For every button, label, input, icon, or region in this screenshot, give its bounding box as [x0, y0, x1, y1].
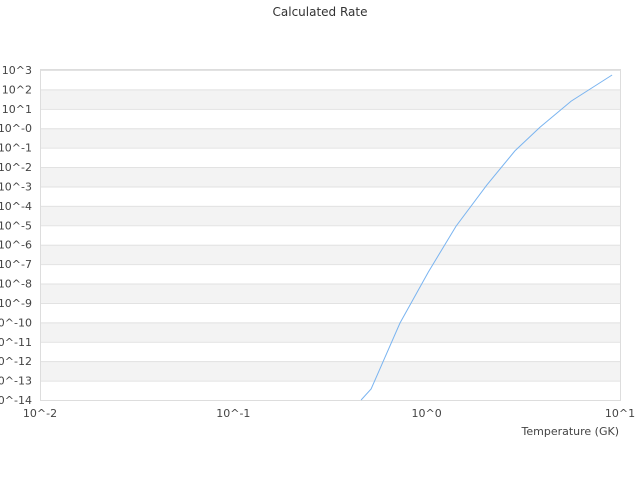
y-tick-label: 10^3: [2, 64, 32, 77]
chart-title: Calculated Rate: [273, 5, 368, 19]
y-tick-label: 10^-1: [0, 142, 32, 155]
x-tick-labels: 10^-2 10^-1 10^0 10^1: [23, 407, 635, 420]
y-tick-label: 10^-5: [0, 219, 32, 232]
grid-band: [40, 89, 620, 109]
y-tick-label: 10^-0: [0, 122, 32, 135]
y-tick-label: 10^-2: [0, 161, 32, 174]
x-tick-label: 10^-2: [23, 407, 57, 420]
y-tick-label: 10^2: [2, 83, 32, 96]
y-tick-label: 10^-11: [0, 336, 32, 349]
y-tick-labels: 10^3 10^2 10^1 10^-0 10^-1 10^-2 10^-3 10^-4 10^…: [0, 64, 32, 407]
grid-band: [40, 167, 620, 187]
x-tick-label: 10^0: [412, 407, 442, 420]
x-tick-label: 10^1: [605, 407, 635, 420]
grid-band: [40, 244, 620, 265]
y-tick-label: 10^-8: [0, 278, 32, 291]
grid-lines: [40, 70, 620, 401]
grid-band: [40, 283, 620, 303]
y-tick-label: 10^-10: [0, 316, 32, 329]
grid-band: [40, 205, 620, 226]
series-lines: [360, 74, 613, 401]
plot-frame: [40, 69, 621, 401]
series-line: [360, 74, 613, 401]
grid-bands: [40, 89, 620, 381]
x-tick-label: 10^-1: [216, 407, 250, 420]
y-tick-label: 10^-3: [0, 180, 32, 193]
grid-band: [40, 322, 620, 342]
y-tick-label: 10^-4: [0, 200, 32, 213]
y-tick-label: 10^-12: [0, 355, 32, 368]
x-axis-label: Temperature (GK): [521, 425, 620, 438]
y-tick-label: 10^-7: [0, 258, 32, 271]
y-tick-label: 10^1: [2, 103, 32, 116]
grid-band: [40, 128, 620, 148]
y-tick-label: 10^-13: [0, 375, 32, 388]
grid-band: [40, 361, 620, 381]
y-tick-label: 10^-9: [0, 297, 32, 310]
y-tick-label: 10^-14: [0, 394, 32, 407]
y-tick-label: 10^-6: [0, 239, 32, 252]
